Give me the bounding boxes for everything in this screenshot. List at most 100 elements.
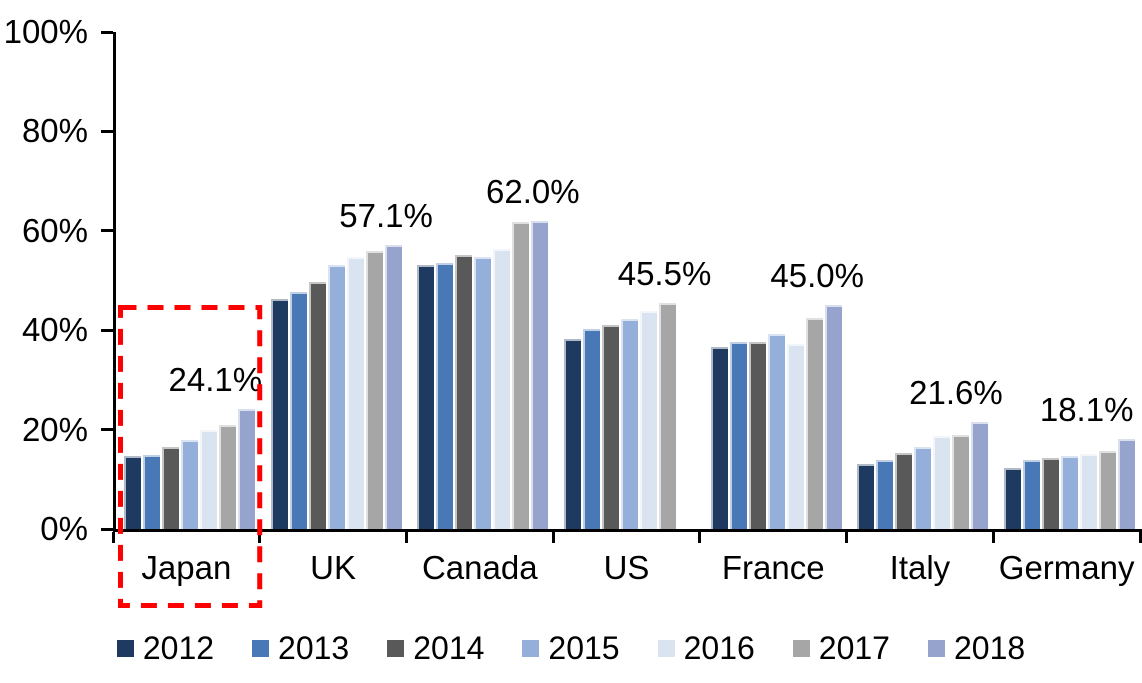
x-category-label-france: France	[721, 549, 825, 586]
bar-slot	[748, 342, 766, 529]
bar-italy-2018	[971, 421, 989, 529]
bar-japan-2017	[218, 424, 236, 529]
legend-swatch-2014	[387, 640, 405, 657]
x-category-label-uk: UK	[310, 549, 356, 586]
bar-slot	[895, 453, 913, 529]
y-tick	[101, 328, 113, 332]
bar-slot	[1042, 458, 1060, 529]
x-category-label-us: US	[603, 549, 650, 586]
x-tick	[698, 532, 702, 543]
y-tick-label: 40%	[21, 311, 88, 349]
bar-italy-2017	[952, 435, 970, 529]
bar-slot	[417, 264, 435, 529]
bar-us-2016	[639, 311, 657, 529]
bar-slot	[327, 264, 345, 529]
bar-canada-2015	[474, 256, 492, 529]
bar-slot	[180, 439, 198, 529]
bar-slot	[512, 222, 530, 529]
bar-group-canada	[409, 32, 556, 529]
legend-label-2012: 2012	[142, 630, 215, 666]
bar-slot	[384, 245, 402, 529]
value-callout-italy: 21.6%	[909, 373, 1003, 411]
bar-slot	[658, 302, 676, 529]
value-callout-japan: 24.1%	[168, 361, 263, 399]
legend-label-2018: 2018	[953, 630, 1026, 666]
bar-slot	[952, 435, 970, 529]
legend-item-2012: 2012	[116, 630, 215, 667]
y-tick-label: 80%	[21, 112, 88, 150]
bar-slot	[1099, 451, 1117, 529]
bar-slot	[914, 446, 932, 529]
bar-group-us	[556, 32, 703, 529]
bar-canada-2013	[436, 262, 454, 529]
legend-label-2015: 2015	[548, 630, 620, 666]
legend-item-2018: 2018	[927, 630, 1026, 667]
bar-canada-2017	[512, 222, 530, 529]
bar-italy-2012	[857, 463, 875, 529]
legend-label-2017: 2017	[818, 630, 890, 666]
bar-slot	[1118, 439, 1136, 529]
bar-slot	[270, 298, 288, 529]
bar-slot	[786, 343, 804, 529]
x-tick	[845, 532, 849, 543]
bar-slot	[531, 220, 549, 529]
bar-germany-2017	[1099, 451, 1117, 529]
bar-slot	[289, 292, 307, 529]
bar-japan-2015	[180, 439, 198, 529]
x-category-label-japan: Japan	[141, 549, 232, 586]
bar-slot	[933, 436, 951, 529]
bar-slot	[767, 333, 785, 529]
y-tick-label: 100%	[3, 13, 88, 50]
legend-swatch-2016	[657, 640, 675, 657]
y-tick	[101, 129, 113, 133]
bar-slot	[455, 255, 473, 529]
bar-slot	[218, 424, 236, 529]
bar-slot	[142, 454, 160, 529]
x-category-label-germany: Germany	[998, 549, 1135, 586]
bar-france-2012	[710, 347, 728, 529]
bar-slot	[493, 248, 511, 529]
bar-japan-2012	[123, 455, 141, 529]
bar-slot	[582, 329, 600, 529]
legend-item-2015: 2015	[522, 630, 620, 667]
bar-group-japan	[116, 32, 263, 529]
value-callout-uk: 57.1%	[339, 197, 433, 235]
y-tick-label: 0%	[40, 510, 88, 547]
legend-item-2017: 2017	[792, 630, 890, 667]
bar-uk-2018	[384, 245, 402, 529]
bar-us-2017	[658, 302, 676, 529]
bar-italy-2015	[914, 446, 932, 529]
bar-group-italy	[850, 32, 997, 529]
bar-slot	[805, 318, 823, 529]
bar-canada-2018	[531, 220, 549, 529]
value-callout-germany: 18.1%	[1039, 391, 1134, 429]
bar-uk-2016	[346, 256, 364, 529]
bar-slot	[308, 281, 326, 529]
bar-group-germany	[996, 32, 1142, 529]
bar-slot	[971, 421, 989, 529]
bar-france-2014	[748, 342, 766, 529]
bar-uk-2015	[327, 264, 345, 529]
bar-uk-2017	[365, 251, 383, 529]
y-tick	[101, 527, 113, 531]
bar-slot	[237, 409, 255, 529]
bar-france-2017	[805, 318, 823, 529]
bar-slot	[639, 311, 657, 529]
y-tick	[101, 229, 113, 233]
bar-france-2016	[786, 343, 804, 529]
bar-uk-2012	[270, 298, 288, 529]
x-tick	[111, 532, 115, 543]
legend-swatch-2017	[792, 640, 810, 657]
bar-slot	[824, 305, 842, 529]
bar-germany-2014	[1042, 458, 1060, 529]
legend-item-2016: 2016	[657, 630, 755, 667]
x-tick	[258, 532, 262, 543]
y-tick-label: 20%	[21, 410, 88, 448]
legend-swatch-2018	[927, 640, 945, 657]
bar-germany-2018	[1118, 439, 1136, 529]
bar-slot	[620, 319, 638, 529]
x-category-label-italy: Italy	[889, 549, 951, 586]
bar-slot	[601, 324, 619, 529]
bar-slot	[729, 341, 747, 529]
bar-canada-2016	[493, 248, 511, 529]
